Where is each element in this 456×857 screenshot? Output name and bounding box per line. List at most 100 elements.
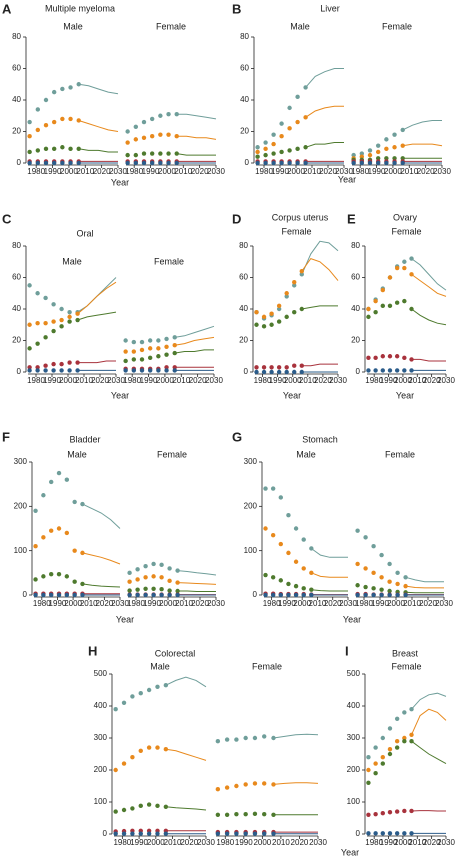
panel-letter: E bbox=[347, 211, 356, 226]
observed-point bbox=[131, 339, 137, 345]
y-tick-label: 20 bbox=[12, 127, 21, 136]
observed-point bbox=[379, 587, 384, 592]
y-tick-label: 40 bbox=[12, 95, 21, 104]
x-tick-label: 1990 bbox=[235, 838, 253, 847]
observed-point bbox=[243, 735, 248, 741]
projection-line bbox=[301, 240, 339, 275]
panel-title: Stomach bbox=[302, 434, 338, 444]
observed-point bbox=[125, 160, 130, 166]
observed-point bbox=[51, 368, 56, 373]
observed-point bbox=[51, 302, 56, 307]
observed-point bbox=[293, 559, 299, 564]
projection-line bbox=[77, 277, 117, 313]
observed-point bbox=[174, 111, 179, 117]
observed-point bbox=[41, 574, 46, 579]
x-tick-label: 1990 bbox=[143, 599, 161, 608]
subplot-title: Male bbox=[150, 661, 170, 671]
x-tick-label: 1990 bbox=[44, 167, 62, 176]
observed-point bbox=[366, 355, 371, 361]
panel-title: Bladder bbox=[69, 434, 100, 444]
x-tick-label: 2000 bbox=[158, 167, 176, 176]
observed-point bbox=[64, 530, 70, 536]
x-tick-label: 2000 bbox=[156, 376, 174, 385]
observed-point bbox=[284, 314, 289, 320]
x-tick-label: 2000 bbox=[384, 167, 402, 176]
observed-point bbox=[402, 808, 407, 814]
observed-point bbox=[359, 151, 365, 156]
x-axis-title: Year bbox=[343, 614, 361, 624]
y-tick-label: 60 bbox=[240, 64, 249, 73]
observed-point bbox=[80, 501, 85, 507]
observed-point bbox=[215, 831, 221, 836]
observed-point bbox=[295, 146, 300, 152]
observed-point bbox=[64, 592, 70, 598]
x-tick-label: 2020 bbox=[423, 838, 441, 847]
observed-point bbox=[263, 152, 268, 158]
observed-point bbox=[271, 782, 276, 787]
observed-point bbox=[243, 782, 248, 787]
observed-point bbox=[49, 592, 54, 598]
observed-point bbox=[164, 368, 169, 373]
x-tick-label: 1980 bbox=[216, 838, 234, 847]
observed-point bbox=[35, 341, 40, 346]
observed-point bbox=[394, 716, 400, 721]
observed-point bbox=[409, 707, 414, 712]
observed-point bbox=[262, 811, 267, 817]
x-tick-label: 2000 bbox=[147, 838, 165, 847]
observed-point bbox=[139, 368, 145, 373]
observed-point bbox=[252, 831, 258, 836]
observed-point bbox=[276, 369, 282, 375]
observed-point bbox=[303, 160, 308, 166]
observed-point bbox=[355, 528, 360, 533]
x-tick-label: 2020 bbox=[423, 376, 441, 385]
observed-point bbox=[130, 755, 135, 760]
projection-line bbox=[311, 572, 348, 578]
projection-line bbox=[176, 135, 217, 140]
x-tick-label: 2030 bbox=[433, 167, 451, 176]
projection-line bbox=[311, 589, 348, 592]
x-tick-label: 1990 bbox=[140, 376, 158, 385]
projection-line bbox=[77, 311, 117, 321]
observed-point bbox=[60, 145, 65, 150]
observed-point bbox=[292, 309, 297, 315]
observed-point bbox=[255, 160, 260, 166]
observed-point bbox=[392, 145, 397, 150]
subplot-title: Female bbox=[281, 226, 311, 236]
x-tick-label: 2000 bbox=[253, 838, 271, 847]
observed-point bbox=[174, 151, 179, 156]
panel-letter: D bbox=[232, 211, 241, 226]
panel-title: Colorectal bbox=[155, 648, 196, 658]
projection-line bbox=[301, 305, 338, 310]
observed-point bbox=[143, 563, 148, 569]
observed-point bbox=[380, 287, 385, 293]
observed-point bbox=[276, 319, 282, 324]
x-tick-label: 1980 bbox=[355, 599, 373, 608]
observed-point bbox=[67, 319, 72, 324]
observed-point bbox=[125, 129, 130, 134]
observed-point bbox=[51, 319, 56, 324]
projection-line bbox=[311, 548, 348, 558]
observed-point bbox=[255, 149, 260, 155]
observed-point bbox=[254, 365, 259, 370]
observed-point bbox=[303, 115, 308, 120]
observed-point bbox=[394, 368, 400, 373]
observed-point bbox=[163, 683, 169, 688]
projection-line bbox=[301, 363, 338, 367]
observed-point bbox=[359, 154, 365, 159]
x-tick-label: 2020 bbox=[91, 376, 109, 385]
observed-point bbox=[133, 137, 139, 142]
observed-point bbox=[284, 294, 289, 299]
observed-point bbox=[147, 346, 153, 351]
observed-point bbox=[394, 300, 400, 305]
observed-point bbox=[141, 151, 147, 156]
observed-point bbox=[33, 508, 38, 513]
observed-point bbox=[402, 739, 407, 744]
observed-point bbox=[395, 570, 400, 576]
observed-point bbox=[67, 309, 72, 315]
subplot-title: Female bbox=[252, 661, 282, 671]
x-tick-label: 2020 bbox=[417, 167, 435, 176]
x-tick-label: 2020 bbox=[419, 599, 437, 608]
observed-point bbox=[373, 771, 378, 776]
observed-point bbox=[166, 132, 171, 137]
observed-point bbox=[141, 135, 147, 140]
